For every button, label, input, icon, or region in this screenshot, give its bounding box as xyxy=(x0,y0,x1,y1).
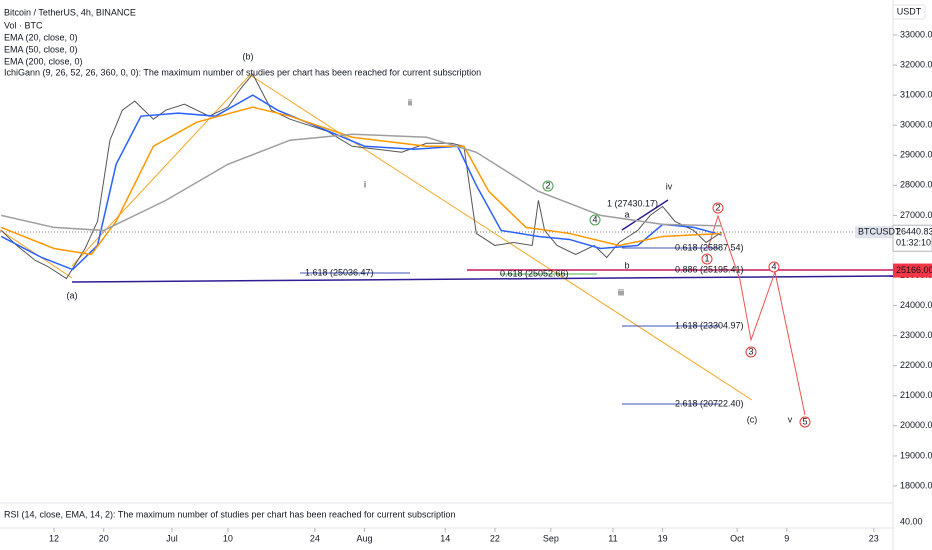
wave-label: (c) xyxy=(747,414,758,424)
y-tick-label: 21000.00 xyxy=(900,390,932,400)
x-tick-label: 22 xyxy=(490,533,500,543)
y-tick-label: 20000.00 xyxy=(900,420,932,430)
x-tick-label: 9 xyxy=(784,533,789,543)
y-tick-label: 28000.00 xyxy=(900,180,932,190)
symbol-label: BTCUSDT xyxy=(858,227,901,237)
wave-label: 4 xyxy=(592,214,597,224)
wave-label: iii xyxy=(618,287,624,297)
y-tick-label: 31000.00 xyxy=(900,90,932,100)
wave-label: 2 xyxy=(545,180,550,190)
legend-entry: EMA (20, close, 0) xyxy=(4,32,78,42)
support-line xyxy=(71,275,894,283)
last-price: 26440.83 xyxy=(896,227,932,237)
y-tick-label: 29000.00 xyxy=(900,150,932,160)
fib-label: 1 (27430.17) xyxy=(607,198,658,208)
series-line xyxy=(1,133,722,232)
y-tick-label: 30000.00 xyxy=(900,120,932,130)
wave-label: ii xyxy=(408,97,412,107)
wave-label: b xyxy=(624,260,629,270)
wave-circle xyxy=(768,261,780,273)
alert-tag xyxy=(893,263,932,278)
y-tick-label: 27000.00 xyxy=(900,210,932,220)
currency-box[interactable] xyxy=(892,4,926,20)
alert-label: 25166.00 xyxy=(896,265,932,275)
wave-label: (a) xyxy=(67,290,78,300)
series-line xyxy=(0,94,722,271)
symbol-tag xyxy=(855,226,892,239)
wave-circle xyxy=(799,416,811,428)
x-tick-label: 12 xyxy=(49,533,59,543)
x-tick-label: 11 xyxy=(608,533,617,543)
last-price-tag xyxy=(892,224,932,252)
x-tick-label: 23 xyxy=(869,533,879,543)
chart-title: Bitcoin / TetherUS, 4h, BINANCE xyxy=(4,7,136,17)
wave-label: (b) xyxy=(243,51,254,61)
x-tick-label: Aug xyxy=(357,533,373,543)
fib-label: 1.618 (23304.97) xyxy=(675,320,744,330)
projection xyxy=(707,214,806,416)
y-tick-label: 23000.00 xyxy=(900,330,932,340)
trend-line xyxy=(71,74,251,267)
wave-label: a xyxy=(624,209,629,219)
volume-legend: Vol · BTC xyxy=(4,20,43,30)
y-tick-label: 32000.00 xyxy=(900,59,932,69)
drawings xyxy=(0,74,894,416)
fib-label: 1.618 (25036.47) xyxy=(305,267,374,277)
y-tick-label: 33000.00 xyxy=(900,29,932,39)
currency: USDT xyxy=(897,6,922,16)
y-tick-label: 24000.00 xyxy=(900,300,932,310)
x-tick-label: Jul xyxy=(166,533,178,543)
x-tick-label: 14 xyxy=(440,533,450,543)
x-tick-label: Oct xyxy=(730,533,745,543)
x-tick-label: 20 xyxy=(99,533,109,543)
fib-label: 2.618 (20722.40) xyxy=(675,398,744,408)
series-line xyxy=(0,106,722,256)
legend-entry: EMA (50, close, 0) xyxy=(4,44,78,54)
wave-line xyxy=(621,199,669,231)
y-tick-label: 19000.00 xyxy=(900,450,932,460)
indicator-note: IchiGann (9, 26, 52, 26, 360, 0, 0): The… xyxy=(4,67,481,77)
wave-circle xyxy=(745,346,757,358)
y-tick-label: 22000.00 xyxy=(900,360,932,370)
wave-circle xyxy=(542,180,554,192)
fib-label: 0.618 (25887.54) xyxy=(675,242,744,252)
x-tick-label: 19 xyxy=(658,533,668,543)
rsi-note: RSI (14, close, EMA, 14, 2): The maximum… xyxy=(4,509,456,519)
countdown: 01:32:10 xyxy=(896,238,931,248)
x-tick-label: 10 xyxy=(223,533,233,543)
wave-label: 2 xyxy=(715,202,720,212)
fib-label: 0.886 (25195.41) xyxy=(675,264,744,274)
y-tick-label: 18000.00 xyxy=(900,480,932,490)
wave-circle xyxy=(589,214,601,226)
x-tick-label: 24 xyxy=(310,533,320,543)
legend-entry: EMA (200, close, 0) xyxy=(4,56,83,66)
wave-label: 5 xyxy=(802,416,807,426)
fib-label: 0.618 (25052.66) xyxy=(500,268,569,278)
wave-label: 3 xyxy=(748,346,753,356)
wave-label: v xyxy=(788,414,793,424)
wave-circle xyxy=(712,202,724,214)
wave-label: 4 xyxy=(771,261,776,271)
trend-line xyxy=(249,74,753,401)
wave-label: i xyxy=(364,179,366,189)
rsi-axis-label: 40.00 xyxy=(900,516,923,526)
wave-circle xyxy=(701,253,713,265)
x-tick-label: Sep xyxy=(543,533,559,543)
wave-label: 1 xyxy=(704,253,709,263)
wave-label: iv xyxy=(666,181,673,191)
